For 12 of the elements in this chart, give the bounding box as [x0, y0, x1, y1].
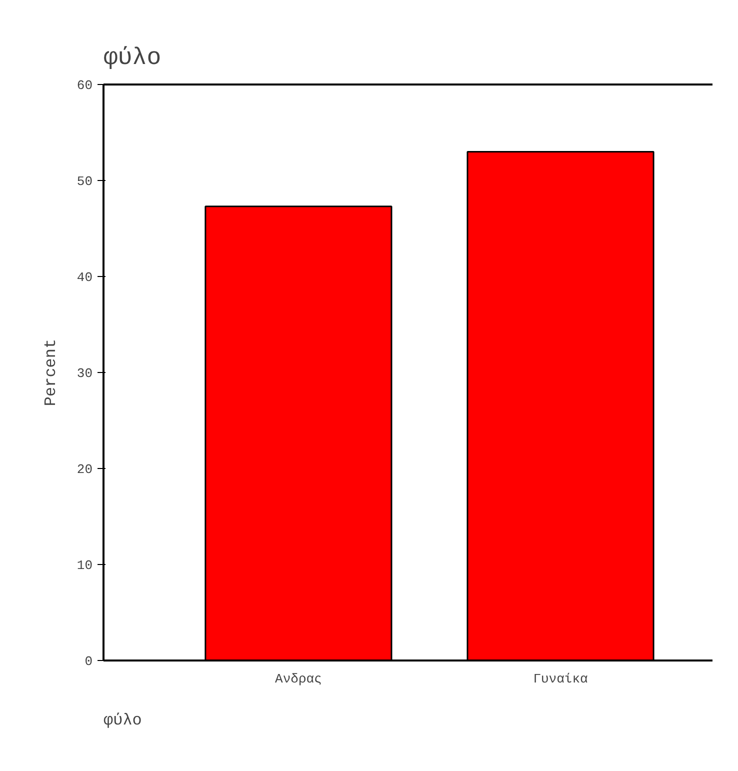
y-tick-label: 60 [76, 78, 93, 93]
x-axis-title: φύλο [104, 712, 142, 730]
y-tick-label: 40 [76, 270, 93, 285]
y-tick-label: 10 [76, 558, 93, 573]
y-tick-label: 50 [76, 174, 93, 189]
y-axis-title: Percent [42, 338, 60, 406]
chart-title: φύλο [104, 45, 162, 72]
y-tick-label: 30 [76, 366, 93, 381]
y-tick-label: 20 [76, 462, 93, 477]
y-tick-label: 0 [84, 654, 93, 669]
x-tick-label: Γυναίκα [533, 672, 588, 686]
x-tick-label: Ανδρας [275, 672, 322, 686]
